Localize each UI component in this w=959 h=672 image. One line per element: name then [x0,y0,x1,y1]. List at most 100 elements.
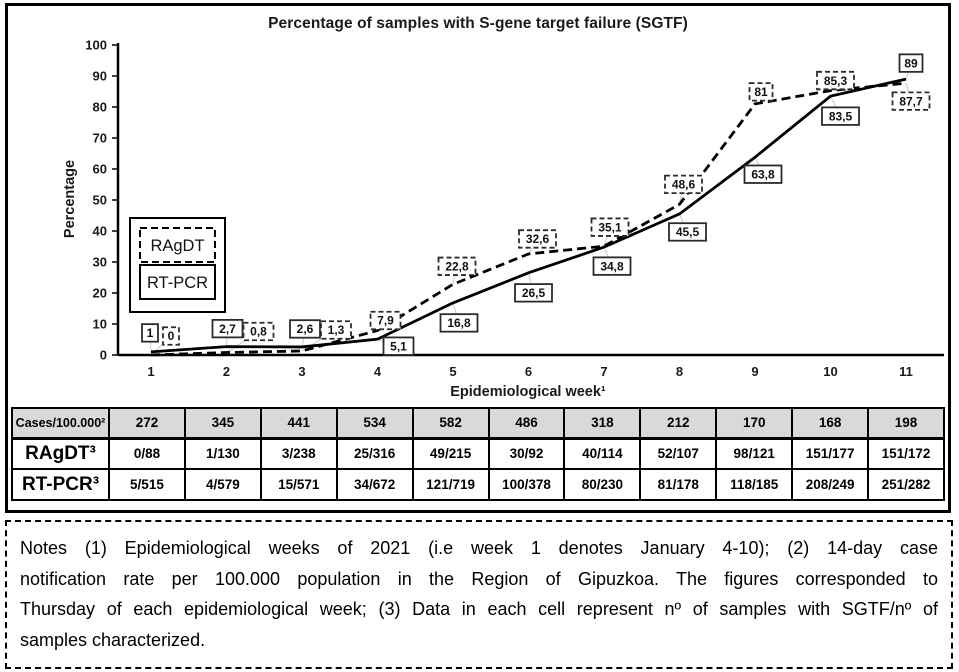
y-tick-label: 70 [93,131,107,146]
point-label-box [382,336,415,356]
legend-label: RAgDT [150,237,204,255]
point-label-box [743,164,783,184]
x-tick-label: 8 [676,364,683,379]
table-cell: 100/378 [487,468,566,501]
notes-line: samples characterized. [20,629,206,650]
table-cell: 118/185 [715,468,794,501]
x-tick-label: 6 [525,364,532,379]
point-label: 34,8 [600,259,624,273]
table-cell: 198 [867,407,945,440]
point-label: 1 [147,326,154,340]
point-label-box [162,326,180,346]
table-row: RAgDT³ 0/88 1/130 3/238 25/316 49/215 30/92 40/… [11,437,945,470]
point-label: 87,7 [899,94,923,108]
point-label: 0 [168,329,175,343]
point-label: 81 [754,85,768,99]
point-label: 45,5 [676,225,700,239]
table-row: Cases/100.000² 272 345 441 534 582 486 318 212 17… [11,407,945,440]
y-tick-label: 90 [93,69,107,84]
point-label-box [592,256,632,276]
point-label: 16,8 [447,316,471,330]
point-label: 0,8 [250,325,267,339]
notes-line: notification rate per 100.000 population… [20,568,938,589]
x-tick-label: 10 [823,364,837,379]
y-tick-label: 80 [93,100,107,115]
point-label: 35,1 [598,220,622,234]
table-row: RT-PCR³ 5/515 4/579 15/571 34/672 121/719 100/… [11,468,945,501]
notes-line: Notes (1) Epidemiological weeks of 2021 … [20,538,938,558]
point-label: 83,5 [829,109,853,123]
point-label: 32,6 [526,232,550,246]
y-tick-label: 50 [93,193,107,208]
point-label: 5,1 [390,339,407,353]
series-line-rt-pcr [150,77,907,354]
y-tick-label: 0 [100,348,107,363]
x-tick-label: 7 [600,364,607,379]
point-label-box [242,321,275,342]
x-tick-label: 11 [899,364,913,379]
point-label-box [141,323,159,343]
y-tick-label: 20 [93,286,107,301]
table-cell: 98/121 [715,437,794,470]
y-tick-label: 30 [93,255,107,270]
weekly-data-table: Cases/100.000² 272 345 441 534 582 486 318 212 17… [11,407,945,501]
notes-line: Thursday of each epidemiological week; (… [20,599,938,619]
x-axis-title: Epidemiological week¹ [450,384,606,400]
table-cell: 25/316 [335,437,414,470]
point-label-box [590,217,630,237]
table-cell: 272 [108,407,186,440]
table-cell: 4/579 [183,468,262,501]
point-label: 2,7 [219,322,236,336]
table-cell: 121/719 [411,468,490,501]
table-cell: 52/107 [639,437,718,470]
point-label: 89 [904,56,918,70]
table-cell: 0/88 [108,437,186,470]
table-cell: 441 [259,407,338,440]
series-line-ragdt [150,81,907,357]
table-cell: 1/130 [183,437,262,470]
point-label: 2,6 [297,322,314,336]
table-cell: 486 [487,407,566,440]
row-label: Cases/100.000² [11,407,110,440]
point-label-box [211,318,244,339]
point-label-box [514,283,553,303]
table-cell: 80/230 [563,468,642,501]
row-label: RAgDT³ [11,437,110,470]
point-label-box [289,319,321,339]
y-axis-title: Percentage [62,160,78,238]
x-tick-label: 3 [298,364,305,379]
chart-title: Percentage of samples with S-gene target… [268,15,688,32]
table-cell: 212 [639,407,718,440]
point-label: 22,8 [445,260,469,274]
legend-swatch-ragdt [139,227,216,263]
table-cell: 15/571 [259,468,338,501]
table-cell: 582 [411,407,490,440]
legend-swatch-rt-pcr [139,264,216,300]
table-cell: 5/515 [108,468,186,501]
x-tick-label: 4 [374,364,382,379]
y-tick-label: 40 [93,224,107,239]
table-cell: 168 [791,407,870,440]
point-label: 26,5 [522,286,546,300]
x-tick-label: 1 [147,364,154,379]
chart-and-table-panel: Percentage of samples with S-gene target… [5,3,951,513]
point-label-box [369,310,402,331]
table-cell: 3/238 [259,437,338,470]
point-label-box [437,256,477,276]
point-label-box [664,174,703,194]
table-cell: 49/215 [411,437,490,470]
point-label-box [518,229,557,249]
x-tick-label: 9 [751,364,758,379]
legend-label: RT-PCR [147,274,208,292]
point-label: 1,3 [328,323,345,337]
point-label-box [668,222,707,242]
table-cell: 81/178 [639,468,718,501]
point-label-box [891,91,931,111]
table-cell: 534 [335,407,414,440]
table-cell: 208/249 [791,468,870,501]
point-label: 48,6 [672,178,696,192]
table-cell: 318 [563,407,642,440]
point-label: 85,3 [824,74,848,88]
